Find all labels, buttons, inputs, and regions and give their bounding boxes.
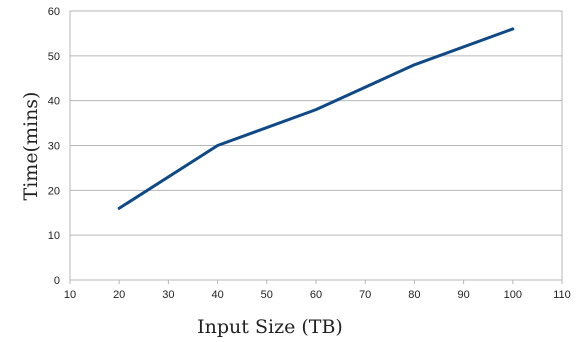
y-tick-label: 40 bbox=[48, 96, 60, 108]
x-tick-label: 10 bbox=[64, 289, 76, 301]
y-tick-label: 60 bbox=[48, 6, 60, 18]
y-tick-label: 10 bbox=[48, 230, 60, 242]
x-tick-label: 80 bbox=[408, 289, 420, 301]
x-tick-label: 90 bbox=[457, 289, 469, 301]
x-tick-label: 100 bbox=[504, 289, 522, 301]
x-tick-label: 50 bbox=[261, 289, 273, 301]
x-tick-label: 30 bbox=[162, 289, 174, 301]
x-tick-label: 70 bbox=[359, 289, 371, 301]
y-tick-label: 20 bbox=[48, 185, 60, 197]
series-line bbox=[117, 27, 515, 210]
x-tick-label: 110 bbox=[553, 289, 571, 301]
x-axis-title: Input Size (TB) bbox=[197, 316, 343, 338]
y-axis-ticks: 0 10 20 30 40 50 60 bbox=[48, 6, 60, 287]
gridlines bbox=[70, 10, 562, 281]
y-tick-label: 0 bbox=[54, 275, 60, 287]
y-tick-label: 50 bbox=[48, 51, 60, 63]
x-tick-label: 20 bbox=[113, 289, 125, 301]
y-tick-label: 30 bbox=[48, 141, 60, 153]
y-axis-title: Time(mins) bbox=[20, 92, 42, 201]
x-tick-label: 60 bbox=[310, 289, 322, 301]
x-axis-ticks: 10 20 30 40 50 60 70 80 90 100 110 bbox=[64, 280, 571, 301]
x-tick-label: 40 bbox=[211, 289, 223, 301]
